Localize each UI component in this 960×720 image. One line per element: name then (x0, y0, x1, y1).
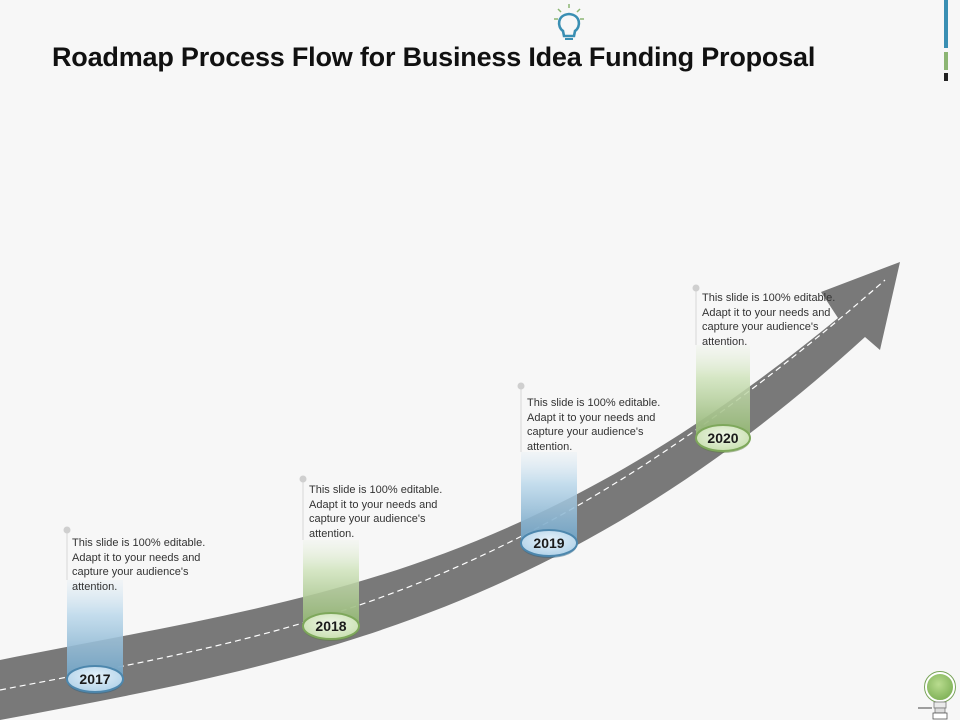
milestone-2019 (517, 382, 578, 558)
milestone-description: This slide is 100% editable. Adapt it to… (72, 537, 206, 593)
year-label-2018: 2018 (315, 618, 347, 634)
page-title: Roadmap Process Flow for Business Idea F… (52, 42, 816, 72)
road-center-line (0, 279, 886, 691)
milestone-2017 (63, 526, 124, 694)
year-label-2020: 2020 (707, 430, 739, 446)
accent-bar-green (944, 52, 948, 70)
lightbulb-icon (554, 4, 584, 40)
lightbulb-icon (918, 671, 956, 720)
accent-bar-dark (944, 73, 948, 81)
milestone-description: This slide is 100% editable. Adapt it to… (309, 484, 443, 540)
milestone-description: This slide is 100% editable. Adapt it to… (527, 397, 661, 453)
milestone-2020 (692, 284, 751, 453)
milestone-2018 (299, 475, 360, 641)
milestone-description: This slide is 100% editable. Adapt it to… (702, 292, 836, 348)
accent-bar-blue (944, 0, 948, 48)
year-label-2017: 2017 (79, 671, 111, 687)
year-label-2019: 2019 (533, 535, 565, 551)
